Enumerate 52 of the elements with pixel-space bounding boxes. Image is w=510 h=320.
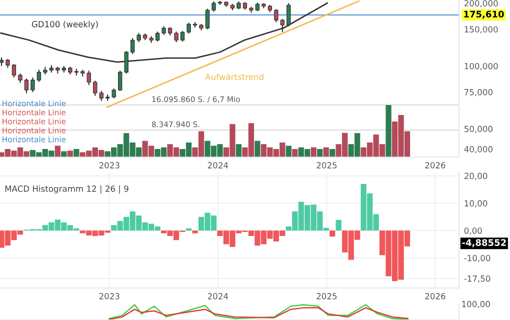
candlestick (212, 0, 216, 12)
candlestick (186, 22, 191, 34)
y-tick-label: 50,000 (464, 126, 492, 133)
candlestick (174, 31, 178, 43)
series-label: GD100 (weekly) (32, 20, 98, 29)
candlestick (18, 73, 22, 84)
bar (192, 230, 198, 234)
y-tick-label: 150,000 (464, 26, 498, 34)
candlestick (12, 64, 16, 78)
candlestick (93, 80, 98, 96)
x-tick-label: 2025 (316, 293, 337, 300)
bar (336, 220, 342, 231)
x-tick-label: 2026 (425, 162, 446, 168)
candlestick (99, 90, 104, 102)
candlestick (112, 88, 116, 99)
candlestick (180, 30, 185, 42)
candlestick (86, 70, 91, 86)
y-tick-label: 100,000 (464, 62, 498, 70)
candlestick (205, 8, 210, 30)
text: MACD Histogramm 12 | 26 | 9 (5, 185, 128, 194)
x-tick-label: 2024 (208, 162, 228, 168)
line-series (0, 2, 328, 63)
candlestick (118, 70, 122, 92)
x-tick-label: 2023 (99, 162, 120, 168)
x-tick-label: 2023 (99, 293, 120, 300)
candlestick (130, 38, 135, 55)
candlestick (136, 32, 141, 43)
candlestick (36, 69, 42, 82)
candlestick (274, 8, 278, 23)
candlestick (30, 77, 35, 93)
candlestick (286, 2, 291, 27)
candlestick (280, 18, 284, 33)
x-tick-label: 2026 (425, 293, 446, 300)
y-tick-label: 75,000 (464, 89, 492, 96)
x-tick-label: 2025 (316, 162, 337, 168)
ref-line-label: 175,610 (464, 10, 504, 19)
candlestick (155, 31, 160, 42)
candlestick (24, 78, 29, 94)
y-tick-label: -10,00 (464, 254, 490, 262)
x-tick-label: 2024 (208, 293, 228, 300)
y-tick-label: -17,50 (464, 275, 490, 283)
y-tick-label: 40,000 (464, 146, 492, 154)
y-tick-label: 20,00 (464, 172, 488, 180)
candlestick (124, 50, 128, 74)
y-tick-label: 10,00 (464, 200, 488, 208)
bar (186, 228, 192, 231)
y-tick-label: 200,000 (464, 0, 498, 8)
bar (330, 230, 336, 237)
series-label: Aufwärtstrend (205, 74, 264, 80)
text: 100,00 (462, 300, 490, 308)
text: -4,88552 (462, 239, 506, 248)
y-tick-label: 0,00 (464, 228, 482, 235)
